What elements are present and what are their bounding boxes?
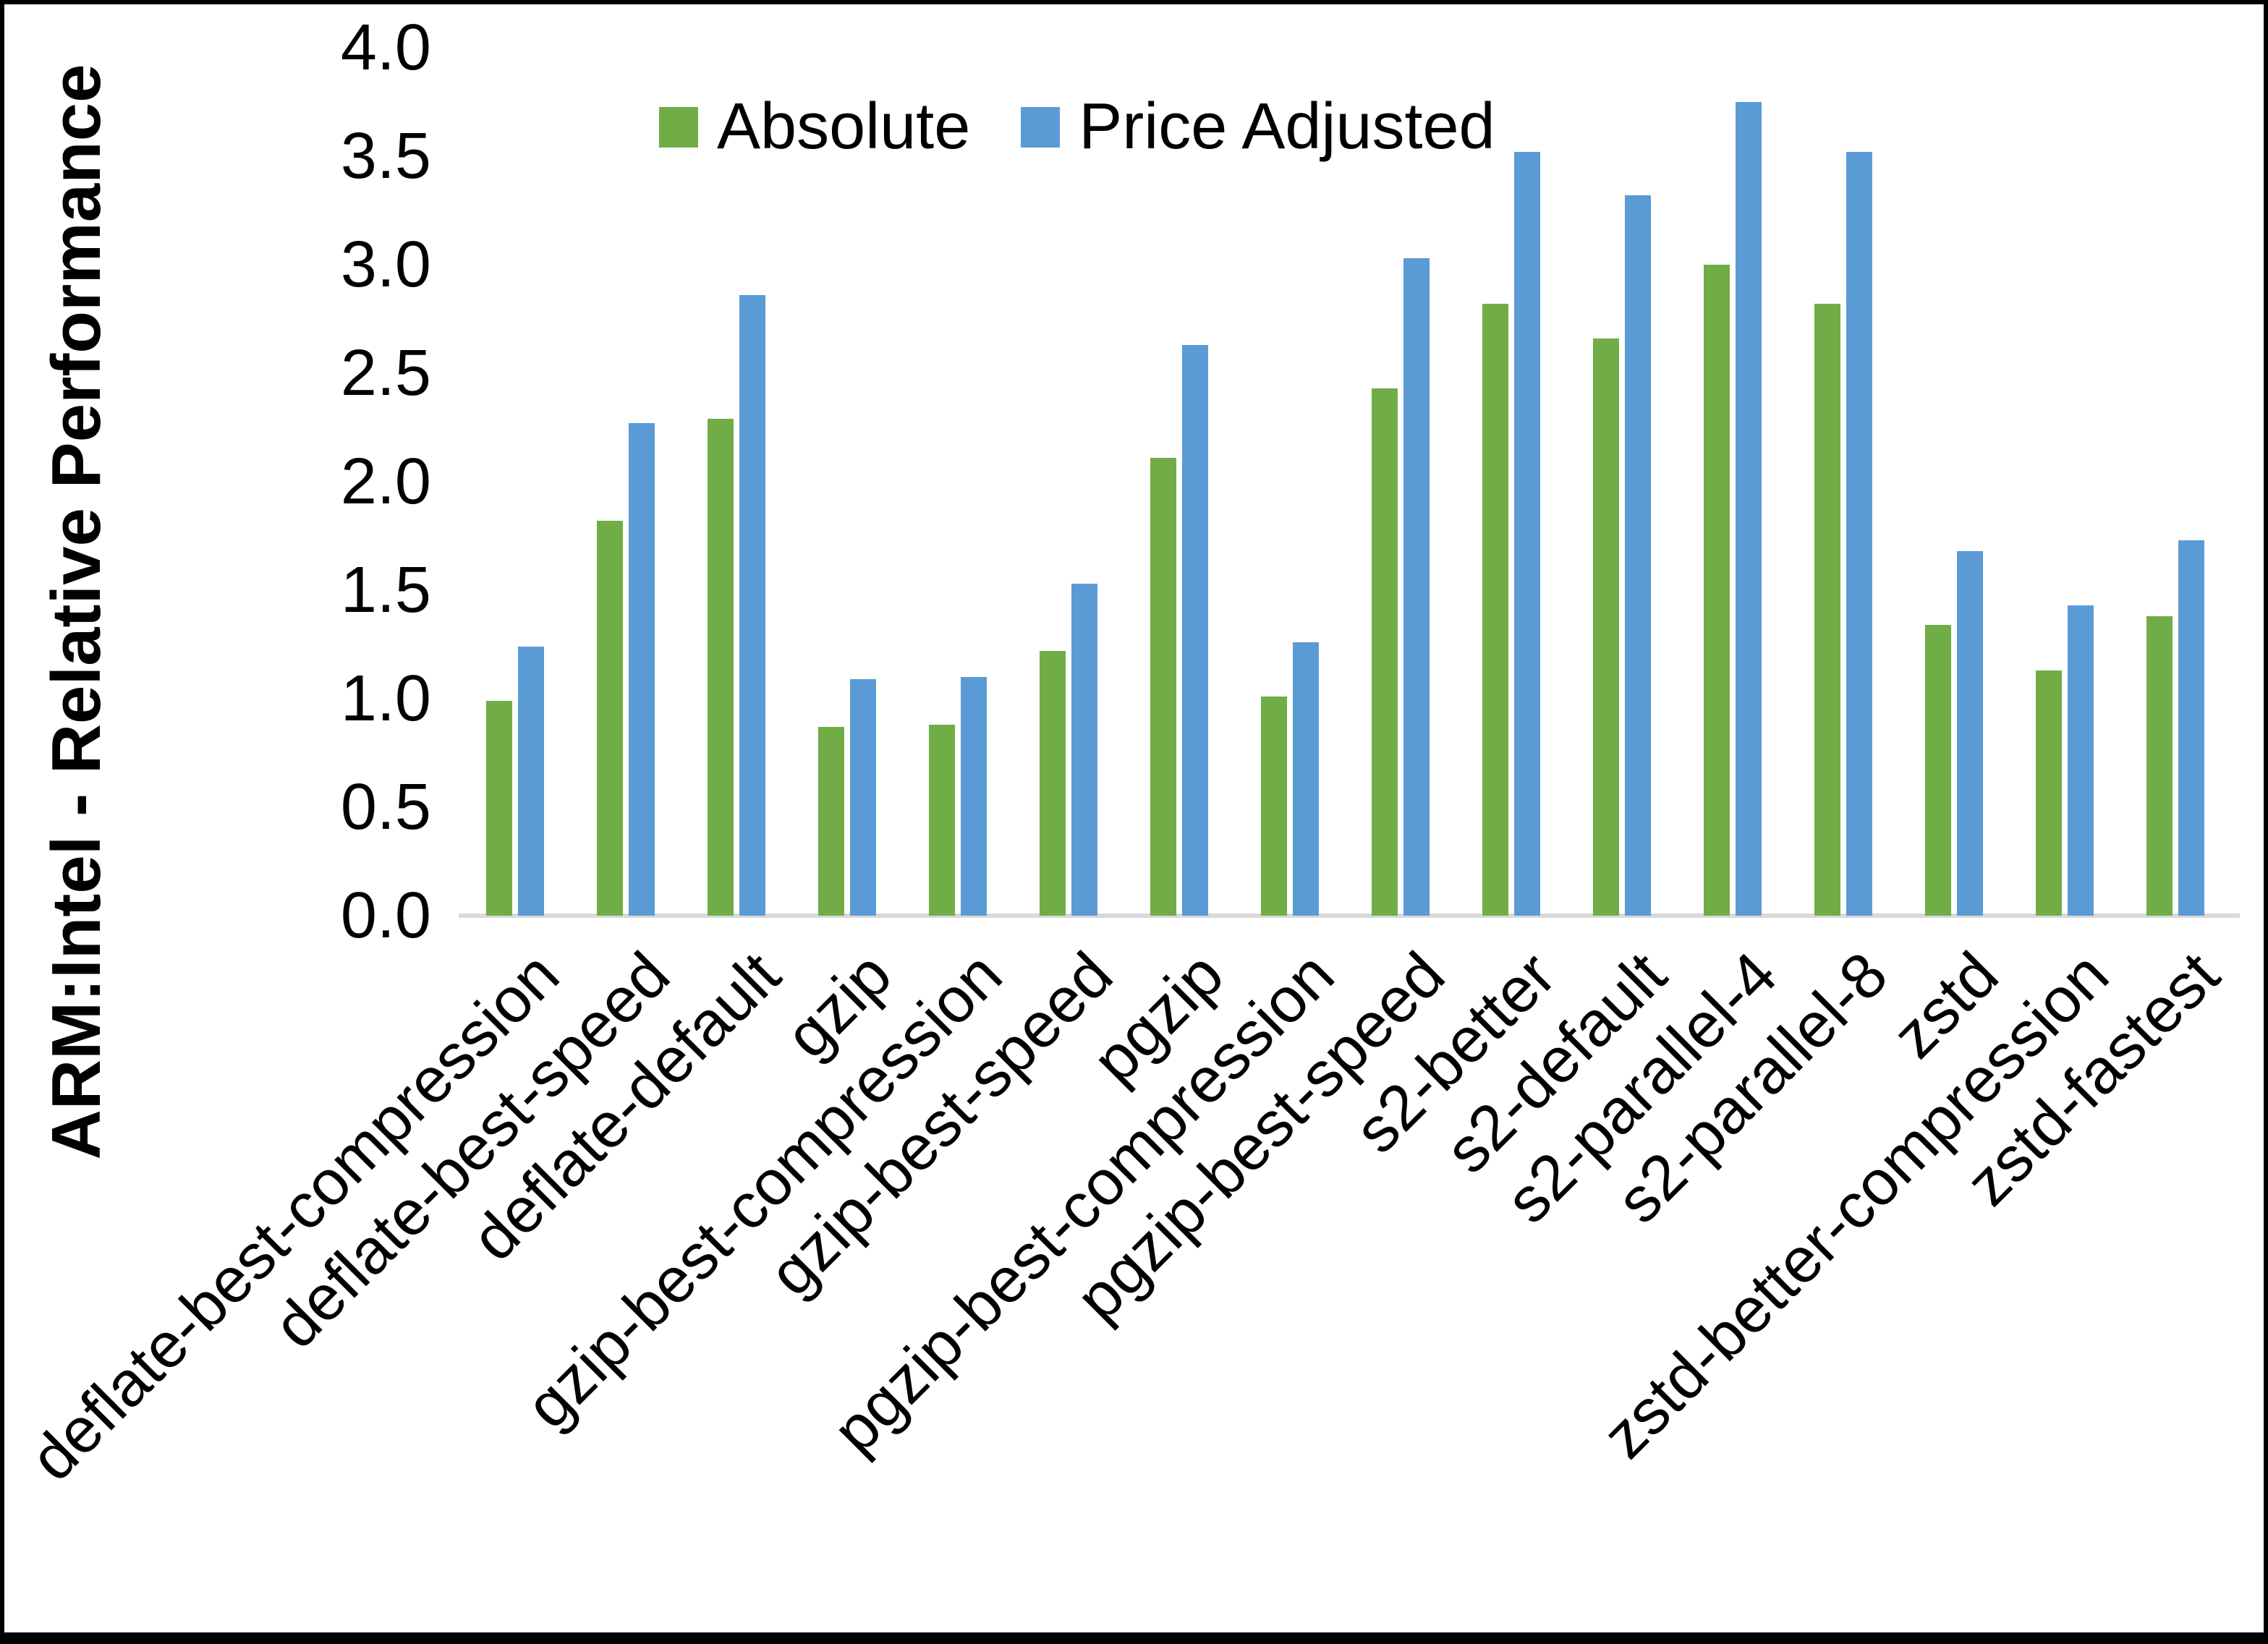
bar-price-adjusted-s2-default (1625, 195, 1651, 916)
x-axis-line (459, 913, 2240, 918)
bar-absolute-deflate-best-speed (597, 521, 623, 916)
bar-price-adjusted-zstd-better-compression (2068, 605, 2094, 916)
bar-price-adjusted-deflate-best-compression (518, 647, 544, 916)
y-tick-label-3.5: 3.5 (340, 120, 431, 192)
bar-price-adjusted-gzip-best-speed (1071, 584, 1097, 916)
y-tick-label-2.5: 2.5 (340, 337, 431, 409)
y-tick-label-1.0: 1.0 (340, 663, 431, 735)
bar-price-adjusted-deflate-best-speed (629, 423, 655, 916)
bar-price-adjusted-gzip (850, 679, 876, 916)
bar-absolute-deflate-default (708, 419, 734, 916)
y-tick-label-0.5: 0.5 (340, 771, 431, 843)
y-tick-label-2.0: 2.0 (340, 446, 431, 518)
bar-price-adjusted-s2-better (1514, 152, 1540, 916)
bar-price-adjusted-s2-parallel-8 (1846, 152, 1872, 916)
y-axis-title: ARM:Intel - Relative Performance (38, 64, 115, 1160)
bar-absolute-pgzip-best-speed (1372, 388, 1398, 916)
legend-swatch-icon (1021, 106, 1061, 148)
legend-swatch-icon (659, 106, 698, 148)
legend-item-price-adjusted: Price Adjusted (1021, 90, 1495, 164)
bar-absolute-s2-parallel-8 (1814, 304, 1840, 916)
bar-price-adjusted-zstd-fastest (2178, 540, 2204, 916)
bar-absolute-s2-better (1482, 304, 1508, 916)
y-tick-label-3.0: 3.0 (340, 229, 431, 301)
bar-absolute-zstd-better-compression (2036, 670, 2062, 916)
bar-absolute-gzip-best-compression (929, 725, 955, 916)
bar-price-adjusted-gzip-best-compression (961, 677, 987, 916)
bar-absolute-gzip (818, 727, 844, 916)
bar-absolute-deflate-best-compression (486, 701, 512, 916)
bar-absolute-s2-default (1593, 338, 1619, 916)
legend-item-absolute: Absolute (659, 90, 970, 164)
y-tick-label-1.5: 1.5 (340, 554, 431, 626)
bar-absolute-pgzip-best-compression (1261, 697, 1287, 916)
legend-label: Price Adjusted (1079, 90, 1495, 163)
y-tick-label-0.0: 0.0 (340, 880, 431, 952)
bar-absolute-gzip-best-speed (1040, 651, 1066, 916)
legend-label: Absolute (717, 90, 971, 163)
bar-price-adjusted-pgzip-best-compression (1293, 642, 1319, 916)
bar-absolute-zstd-fastest (2146, 616, 2173, 916)
legend: Absolute Price Adjusted (659, 90, 1495, 164)
bar-price-adjusted-pgzip (1182, 345, 1208, 916)
bar-price-adjusted-deflate-default (739, 295, 765, 916)
bar-price-adjusted-pgzip-best-speed (1403, 258, 1430, 916)
y-tick-label-4.0: 4.0 (340, 12, 431, 84)
bar-absolute-zstd (1925, 625, 1951, 916)
bar-price-adjusted-zstd (1957, 551, 1983, 916)
bar-price-adjusted-s2-parallel-4 (1736, 102, 1762, 916)
bar-absolute-s2-parallel-4 (1704, 265, 1730, 916)
bar-absolute-pgzip (1150, 458, 1176, 916)
